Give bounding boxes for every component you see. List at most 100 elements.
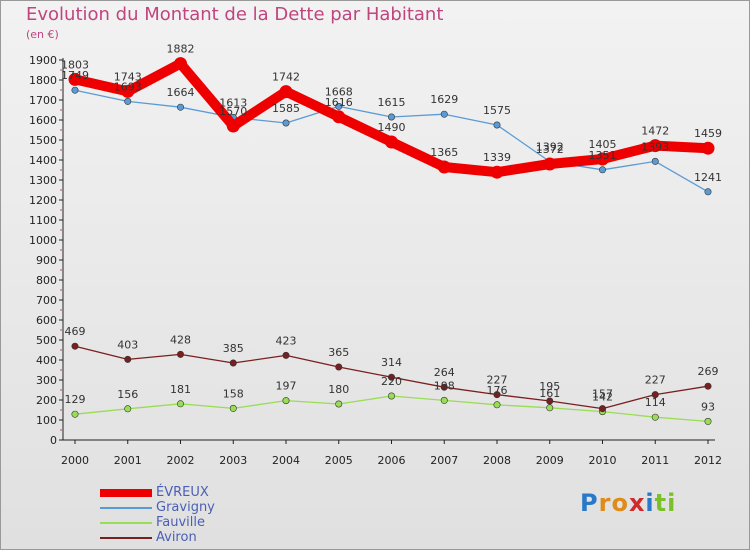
y-tick-label: 100 xyxy=(36,414,57,427)
data-label: 1372 xyxy=(536,143,564,156)
proxiti-logo: Proxiti xyxy=(580,489,677,517)
y-tick-label: 1400 xyxy=(29,154,57,167)
data-label: 1472 xyxy=(641,125,669,138)
data-label: 181 xyxy=(170,383,191,396)
data-label: 114 xyxy=(645,396,666,409)
y-tick-label: 700 xyxy=(36,294,57,307)
data-point xyxy=(493,401,501,409)
data-point xyxy=(596,152,609,166)
legend-label: Aviron xyxy=(156,530,197,545)
data-label: 158 xyxy=(223,387,244,400)
data-point xyxy=(493,121,501,129)
data-point xyxy=(387,113,395,121)
y-tick-label: 0 xyxy=(50,434,57,447)
data-point xyxy=(71,342,79,350)
data-point xyxy=(68,72,82,86)
y-tick-label: 1600 xyxy=(29,114,57,127)
y-tick-label: 600 xyxy=(36,314,57,327)
data-label: 1575 xyxy=(483,104,511,117)
data-point xyxy=(493,391,501,399)
data-point xyxy=(546,397,554,405)
data-point xyxy=(440,396,448,404)
data-point xyxy=(226,119,240,133)
x-tick-label: 2006 xyxy=(378,454,406,467)
y-tick-label: 200 xyxy=(36,394,57,407)
data-label: 1742 xyxy=(272,71,300,84)
y-tick-label: 400 xyxy=(36,354,57,367)
data-point xyxy=(229,359,237,367)
y-tick-label: 300 xyxy=(36,374,57,387)
y-tick-label: 800 xyxy=(36,274,57,287)
chart-title: Evolution du Montant de la Dette par Hab… xyxy=(26,4,444,25)
x-tick-label: 2008 xyxy=(483,454,511,467)
data-point xyxy=(71,410,79,418)
data-label: 264 xyxy=(434,366,455,379)
y-tick-label: 1500 xyxy=(29,134,57,147)
data-label: 142 xyxy=(592,391,613,404)
data-label: 1393 xyxy=(641,140,669,153)
data-point xyxy=(335,400,343,408)
data-label: 180 xyxy=(328,383,349,396)
data-label: 156 xyxy=(117,388,138,401)
data-label: 1570 xyxy=(219,105,247,118)
data-label: 1459 xyxy=(694,127,722,140)
data-point xyxy=(704,382,712,390)
x-tick-label: 2002 xyxy=(167,454,195,467)
data-label: 1664 xyxy=(167,86,195,99)
series-line-fauville xyxy=(74,395,709,423)
data-point xyxy=(335,102,343,110)
x-tick-label: 2005 xyxy=(325,454,353,467)
data-point xyxy=(651,413,659,421)
x-tick-label: 2007 xyxy=(430,454,458,467)
data-point xyxy=(124,97,132,105)
y-tick-label: 1200 xyxy=(29,194,57,207)
data-label: 1392 xyxy=(536,141,564,154)
x-tick-label: 2010 xyxy=(589,454,617,467)
data-point xyxy=(440,110,448,118)
data-point xyxy=(437,160,451,174)
legend-swatch xyxy=(100,537,152,539)
x-tick-label: 2009 xyxy=(536,454,564,467)
legend-swatch xyxy=(100,507,152,509)
y-tick-label: 500 xyxy=(36,334,57,347)
data-point xyxy=(387,392,395,400)
data-point xyxy=(177,103,185,111)
data-point xyxy=(124,405,132,413)
x-tick-label: 2011 xyxy=(641,454,669,467)
data-label: 198 xyxy=(434,379,455,392)
data-point xyxy=(546,404,554,412)
data-point xyxy=(598,166,606,174)
data-label: 1668 xyxy=(325,85,353,98)
data-label: 1613 xyxy=(219,96,247,109)
data-point xyxy=(701,141,715,155)
data-point xyxy=(282,397,290,405)
data-label: 227 xyxy=(645,374,666,387)
legend-label: Gravigny xyxy=(156,500,215,515)
data-point xyxy=(648,139,662,153)
data-point xyxy=(177,350,185,358)
data-label: 1749 xyxy=(61,69,89,82)
data-label: 403 xyxy=(117,338,138,351)
data-label: 176 xyxy=(487,384,508,397)
data-point xyxy=(229,404,237,412)
data-label: 1693 xyxy=(114,80,142,93)
y-tick-label: 1800 xyxy=(29,74,57,87)
x-tick-label: 2004 xyxy=(272,454,300,467)
data-point xyxy=(174,57,187,71)
chart-unit: (en €) xyxy=(26,28,59,41)
data-point xyxy=(440,383,448,391)
legend-label: Fauville xyxy=(156,515,206,530)
legend-swatch xyxy=(100,489,152,497)
legend-swatch xyxy=(100,522,152,524)
data-label: 220 xyxy=(381,375,402,388)
x-tick-label: 2000 xyxy=(61,454,89,467)
data-label: 1616 xyxy=(325,96,353,109)
data-label: 197 xyxy=(276,380,297,393)
x-tick-label: 2012 xyxy=(694,454,722,467)
data-point xyxy=(704,417,712,425)
data-label: 385 xyxy=(223,342,244,355)
data-label: 129 xyxy=(65,393,86,406)
x-tick-label: 2001 xyxy=(114,454,142,467)
data-label: 227 xyxy=(487,374,508,387)
data-point xyxy=(71,86,79,94)
